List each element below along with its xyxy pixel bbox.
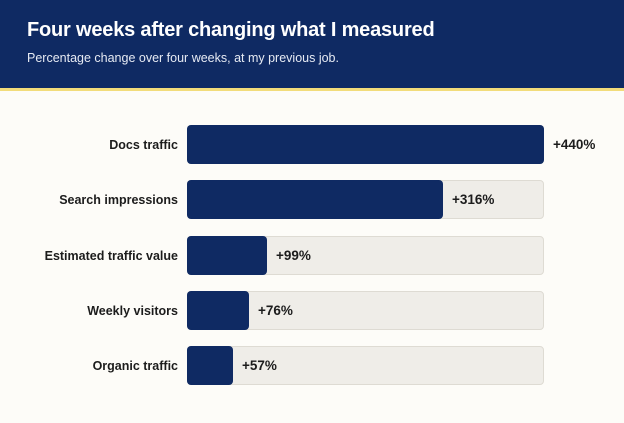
bar-track	[187, 346, 544, 385]
chart-subtitle: Percentage change over four weeks, at my…	[27, 51, 339, 65]
value-label-docs-traffic: +440%	[553, 136, 596, 152]
category-label-weekly-visitors: Weekly visitors	[87, 303, 178, 318]
category-label-organic-traffic: Organic traffic	[92, 358, 178, 373]
bar-docs-traffic	[187, 125, 544, 164]
category-label-estimated-traffic-value: Estimated traffic value	[44, 248, 178, 263]
bar-weekly-visitors	[187, 291, 249, 330]
value-label-search-impressions: +316%	[452, 191, 495, 207]
category-label-docs-traffic: Docs traffic	[109, 137, 178, 152]
value-label-estimated-traffic-value: +99%	[276, 247, 311, 263]
bar-search-impressions	[187, 180, 443, 219]
bar-estimated-traffic-value	[187, 236, 267, 275]
chart-header: Four weeks after changing what I measure…	[0, 0, 624, 91]
value-label-organic-traffic: +57%	[242, 357, 277, 373]
value-label-weekly-visitors: +76%	[258, 302, 293, 318]
category-label-search-impressions: Search impressions	[59, 192, 178, 207]
bar-organic-traffic	[187, 346, 233, 385]
chart-title: Four weeks after changing what I measure…	[27, 19, 435, 41]
